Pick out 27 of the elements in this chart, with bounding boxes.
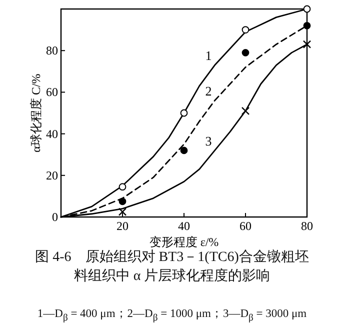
point [118, 198, 126, 206]
point [302, 40, 312, 48]
point [241, 106, 250, 116]
point [242, 26, 250, 34]
y-axis-title: α球化程度 C/% [29, 74, 43, 152]
point [180, 146, 188, 154]
text: 图 4-6 原始组织对 BT3－1(TC6)合金镦粗坯料组织中 α 片层球化程度的影响 [34, 248, 310, 286]
x-tick-label: 20 [116, 219, 128, 233]
x-tick-label: 40 [178, 219, 190, 233]
x-axis-title: 变形程度 ε/% [149, 235, 219, 249]
series-label: 3 [205, 133, 212, 148]
y-tick-label: 40 [46, 126, 58, 141]
point [303, 22, 311, 30]
series-label: 1 [205, 48, 212, 64]
series-label: 2 [205, 84, 212, 99]
y-tick-label: 60 [46, 85, 58, 100]
point [303, 5, 311, 13]
text: 1—D$_{β}$ = 400 μm；2—D$_{β}$ = 1000 μm；3—D$_{β}$ = 3000 μm [36, 307, 308, 324]
point [180, 109, 188, 117]
point [118, 208, 127, 216]
y-tick-label: 20 [46, 168, 58, 182]
point [118, 183, 126, 191]
y-tick-label: 80 [46, 44, 58, 58]
y-tick-label: 0 [52, 210, 58, 224]
point [242, 48, 250, 56]
x-tick-label: 60 [240, 219, 252, 233]
x-tick-label: 80 [301, 219, 313, 233]
